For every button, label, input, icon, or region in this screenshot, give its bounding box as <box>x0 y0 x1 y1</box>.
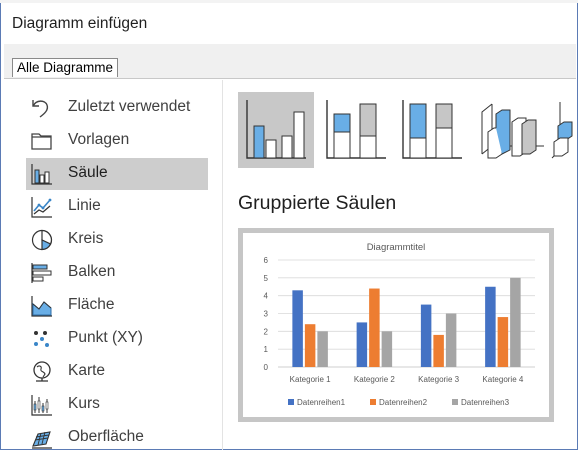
folder-icon <box>31 133 52 150</box>
stacked-column-icon <box>326 100 386 159</box>
tab-alle-diagramme[interactable]: Alle Diagramme <box>12 58 119 77</box>
bar <box>304 324 316 367</box>
column-chart-icon <box>31 164 52 185</box>
y-tick-label: 5 <box>264 274 269 283</box>
y-tick-label: 6 <box>264 256 269 265</box>
sidebar-item-label: Säule <box>68 164 108 181</box>
bar <box>420 304 432 367</box>
sidebar-item-oberflaeche[interactable]: Oberfläche <box>26 422 208 454</box>
tab-strip: Alle Diagramme <box>4 44 576 79</box>
chart-type-list: Zuletzt verwendet Vorlagen Säule Linie <box>4 80 223 450</box>
sidebar-item-label: Punkt (XY) <box>68 329 143 346</box>
y-tick-label: 0 <box>264 363 269 372</box>
bar <box>292 290 303 367</box>
y-tick-label: 1 <box>264 345 269 354</box>
chart-preview-svg: Diagrammtitel 0 1 2 3 4 5 6 Kategorie 1 Kategorie… <box>264 242 535 407</box>
sidebar-item-balken[interactable]: Balken <box>26 257 208 289</box>
sidebar-item-label: Karte <box>68 362 106 379</box>
sidebar-item-flaeche[interactable]: Fläche <box>26 290 208 322</box>
dialog-title: Diagramm einfügen <box>12 15 148 32</box>
y-tick-label: 3 <box>264 310 269 319</box>
sidebar-item-label: Balken <box>68 263 116 280</box>
pie-chart-icon <box>31 229 53 251</box>
bar <box>356 322 368 367</box>
stacked-100-column-icon <box>402 100 462 159</box>
area-chart-icon <box>31 296 52 317</box>
sidebar-item-punkt-xy[interactable]: Punkt (XY) <box>26 323 208 355</box>
subtype-3d-clustered-column[interactable] <box>472 92 548 168</box>
3d-clustered-column-icon <box>481 103 544 159</box>
sidebar-item-kreis[interactable]: Kreis <box>26 224 208 256</box>
legend-label: Datenreihen3 <box>461 398 510 407</box>
scatter-chart-icon <box>34 331 49 347</box>
y-tick-label: 2 <box>264 327 269 336</box>
bar <box>433 334 444 367</box>
sidebar-item-label: Kreis <box>68 230 104 247</box>
chart-title: Diagrammtitel <box>367 242 426 253</box>
surface-chart-icon <box>32 431 52 449</box>
sidebar-item-saeule[interactable]: Säule <box>26 158 208 190</box>
map-chart-icon <box>33 361 51 382</box>
stock-chart-icon <box>31 395 52 416</box>
bar <box>485 286 496 367</box>
undo-icon <box>32 100 49 118</box>
sidebar-item-label: Oberfläche <box>68 428 144 445</box>
x-tick-label: Kategorie 3 <box>418 375 459 384</box>
bar <box>445 313 457 367</box>
bar <box>317 331 328 367</box>
y-tick-label: 4 <box>264 292 269 301</box>
legend-label: Datenreihen2 <box>379 398 428 407</box>
x-tick-label: Kategorie 4 <box>482 375 523 384</box>
legend-swatch <box>452 399 458 405</box>
sidebar-item-label: Fläche <box>68 296 115 313</box>
legend-swatch <box>370 399 376 405</box>
x-tick-label: Kategorie 1 <box>290 375 331 384</box>
sidebar-item-label: Vorlagen <box>68 131 130 148</box>
window-top-strip <box>0 0 578 3</box>
bar-chart-icon <box>31 263 52 283</box>
bar <box>369 288 380 367</box>
sidebar-item-kurs[interactable]: Kurs <box>26 389 208 421</box>
x-tick-label: Kategorie 2 <box>354 375 395 384</box>
subtype-clustered-column[interactable] <box>238 92 314 168</box>
subtype-stacked-100-column[interactable] <box>394 92 470 168</box>
sidebar-item-zuletzt-verwendet[interactable]: Zuletzt verwendet <box>26 92 208 124</box>
chart-subtype-pane: Gruppierte Säulen Diagrammtitel 0 1 2 3 4 5 6 Ka… <box>224 80 576 450</box>
sidebar-item-karte[interactable]: Karte <box>26 356 208 388</box>
chart-preview[interactable]: Diagrammtitel 0 1 2 3 4 5 6 Kategorie 1 Kategorie… <box>238 228 554 422</box>
sidebar-item-vorlagen[interactable]: Vorlagen <box>26 125 208 157</box>
sidebar-item-label: Linie <box>68 197 101 214</box>
sidebar-item-label: Zuletzt verwendet <box>68 98 191 115</box>
sidebar-item-linie[interactable]: Linie <box>26 191 208 223</box>
legend-swatch <box>288 399 294 405</box>
bar <box>497 317 509 367</box>
subtype-3d-column[interactable] <box>550 92 576 168</box>
clustered-column-icon <box>246 100 306 159</box>
3d-column-icon <box>551 102 573 159</box>
legend-label: Datenreihen1 <box>297 398 346 407</box>
bar <box>381 331 393 367</box>
line-chart-icon <box>31 197 52 218</box>
sidebar-item-label: Kurs <box>68 395 100 412</box>
subtype-title: Gruppierte Säulen <box>238 192 397 214</box>
bar <box>510 277 521 367</box>
subtype-stacked-column[interactable] <box>318 92 394 168</box>
